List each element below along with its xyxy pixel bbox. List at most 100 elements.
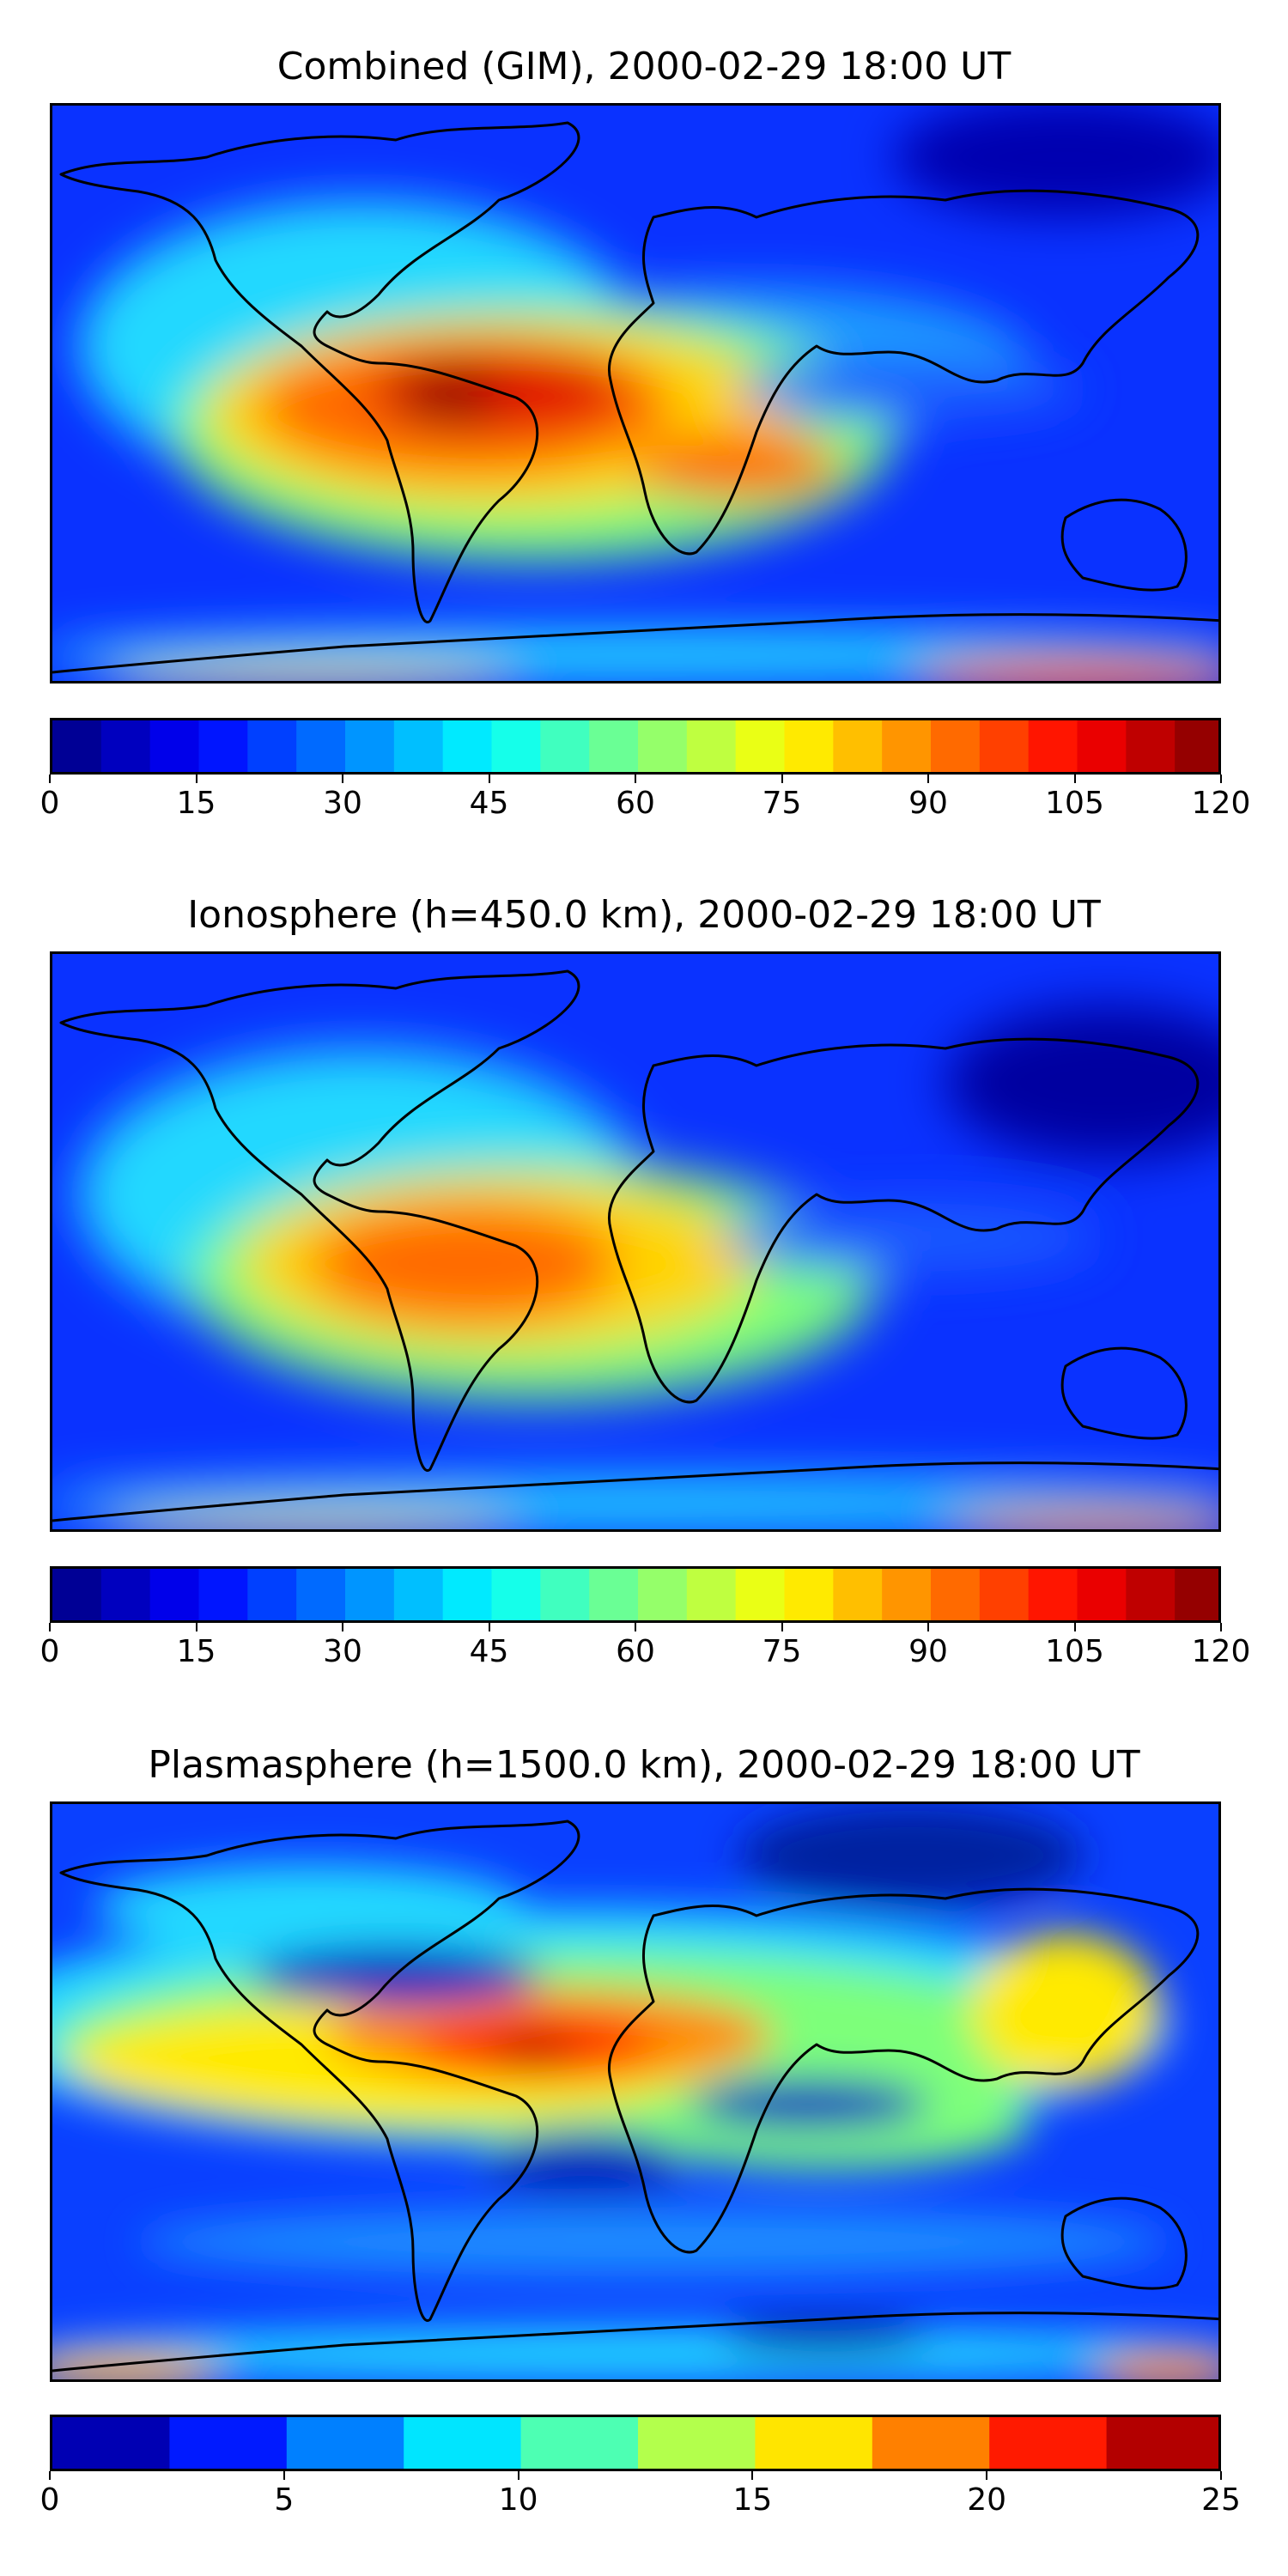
colorbar-swatch [404,2417,522,2469]
colorbar-tick [283,2471,285,2480]
colorbar-swatch [638,720,688,772]
colorbar-tick [781,775,783,783]
colorbar-tick [986,2471,988,2480]
colorbar-swatch [100,720,151,772]
colorbar-tick-label: 20 [967,2482,1007,2518]
colorbar-tick-label: 60 [616,786,655,821]
panel-1-map [50,103,1221,683]
panel-3-colorbar [50,2415,1221,2471]
colorbar-tick-label: 5 [274,2482,295,2518]
panel-2-colorbar-ticks: 0 15 30 45 60 75 90 105 120 [40,1623,1250,1669]
colorbar-swatch [491,1569,542,1620]
colorbar-swatch [1028,1569,1078,1620]
colorbar-tick [781,1623,783,1631]
colorbar-tick-label: 45 [469,1634,509,1669]
colorbar-tick-label: 15 [176,786,216,821]
colorbar-swatch [540,1569,590,1620]
colorbar-tick [488,775,490,783]
colorbar-tick [1073,1623,1076,1631]
colorbar-tick-label: 105 [1045,786,1104,821]
panel-2-colorbar-swatches [52,1569,1218,1620]
colorbar-tick [635,1623,636,1631]
colorbar-tick [49,2471,51,2480]
colorbar-tick-label: 75 [762,1634,802,1669]
colorbar-tick-label: 30 [323,786,362,821]
colorbar-tick-label: 15 [176,1634,216,1669]
colorbar-swatch [979,1569,1030,1620]
colorbar-tick [635,775,636,783]
colorbar-tick-label: 15 [732,2482,773,2518]
colorbar-swatch [491,720,542,772]
colorbar-swatch [540,720,590,772]
colorbar-swatch [735,720,786,772]
panel-2-title: Ionosphere (h=450.0 km), 2000-02-29 18:0… [187,893,1101,937]
colorbar-swatch [1028,720,1078,772]
colorbar-swatch [638,2417,756,2469]
colorbar-swatch [198,1569,249,1620]
panel-2-coastlines [52,969,1218,1522]
colorbar-tick [1220,2471,1222,2480]
colorbar-swatch [149,720,200,772]
colorbar-swatch [345,1569,395,1620]
colorbar-tick-label: 25 [1201,2482,1241,2518]
colorbar-swatch [989,2417,1108,2469]
colorbar-tick-label: 0 [39,786,60,821]
panel-3-title: Plasmasphere (h=1500.0 km), 2000-02-29 1… [148,1743,1140,1787]
panel-3-coastlines [52,1820,1218,2372]
colorbar-swatch [1126,720,1176,772]
colorbar-swatch [931,1569,981,1620]
colorbar-tick [751,2471,754,2480]
colorbar-tick-label: 120 [1191,786,1251,821]
colorbar-tick [195,1623,197,1631]
colorbar-tick-label: 0 [39,1634,60,1669]
panel-1-title: Combined (GIM), 2000-02-29 18:00 UT [276,45,1012,88]
colorbar-swatch [520,2417,639,2469]
colorbar-tick [49,1623,51,1631]
colorbar-swatch [198,720,249,772]
colorbar-swatch [1077,1569,1127,1620]
colorbar-tick [927,1623,929,1631]
colorbar-tick-label: 105 [1045,1634,1104,1669]
colorbar-tick-label: 90 [908,1634,948,1669]
colorbar-swatch [1175,1569,1218,1620]
colorbar-swatch [979,720,1030,772]
panel-1-coastlines [52,121,1218,674]
colorbar-swatch [755,2417,873,2469]
colorbar-swatch [169,2417,288,2469]
colorbar-swatch [52,1569,102,1620]
colorbar-tick-label: 0 [39,2482,60,2518]
colorbar-swatch [100,1569,151,1620]
colorbar-swatch [1175,720,1218,772]
colorbar-tick-label: 45 [469,786,509,821]
colorbar-tick [1220,775,1222,783]
colorbar-tick-label: 120 [1191,1634,1251,1669]
colorbar-tick-label: 90 [908,786,948,821]
panel-1-colorbar-ticks: 0 15 30 45 60 75 90 105 120 [40,775,1250,821]
colorbar-swatch [931,720,981,772]
colorbar-swatch [1077,720,1127,772]
colorbar-swatch [638,1569,688,1620]
colorbar-swatch [247,1569,297,1620]
colorbar-tick [927,775,929,783]
colorbar-swatch [345,720,395,772]
colorbar-swatch [872,2417,990,2469]
panel-2-colorbar [50,1566,1221,1623]
panel-2-map [50,951,1221,1532]
panel-2-contour-map [52,954,1218,1529]
colorbar-tick [488,1623,490,1631]
colorbar-tick [342,1623,343,1631]
colorbar-tick [1220,1623,1222,1631]
colorbar-swatch [393,720,444,772]
colorbar-swatch [52,720,102,772]
colorbar-tick [195,775,197,783]
panel-3-colorbar-ticks: 0 5 10 15 20 25 [40,2471,1241,2518]
panel-3-map [50,1801,1221,2382]
panel-1-colorbar-swatches [52,720,1218,772]
colorbar-swatch [735,1569,786,1620]
colorbar-swatch [247,720,297,772]
colorbar-tick [1073,775,1076,783]
colorbar-swatch [1126,1569,1176,1620]
colorbar-swatch [833,1569,883,1620]
colorbar-tick [49,775,51,783]
colorbar-tick-label: 75 [762,786,802,821]
